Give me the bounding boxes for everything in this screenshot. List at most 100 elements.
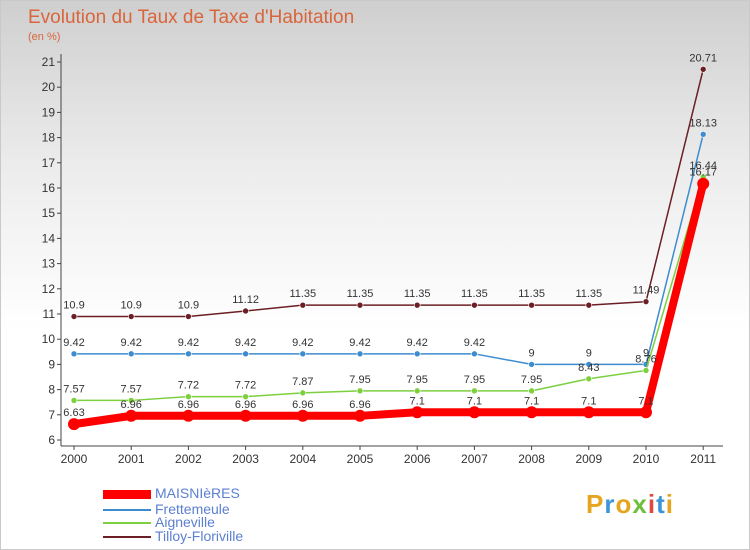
data-point xyxy=(70,313,78,320)
data-point xyxy=(125,409,138,422)
x-tick-label: 2000 xyxy=(61,452,88,466)
legend-label: Aigneville xyxy=(155,514,215,530)
data-point xyxy=(525,406,538,419)
y-tick-label: 10 xyxy=(42,332,56,346)
data-point xyxy=(185,393,192,400)
series-line xyxy=(73,176,704,402)
data-point xyxy=(299,301,307,309)
y-tick-label: 8 xyxy=(48,383,55,397)
data-label: 6.96 xyxy=(349,399,370,411)
data-point xyxy=(471,350,478,358)
y-tick-label: 18 xyxy=(42,131,56,145)
y-tick-label: 15 xyxy=(42,206,56,220)
data-point xyxy=(697,177,710,190)
x-tick-label: 2005 xyxy=(347,452,374,466)
data-label: 6.96 xyxy=(235,399,256,411)
data-point xyxy=(582,406,595,419)
data-label: 11.35 xyxy=(518,288,545,300)
legend-swatch-tilloy-floriville xyxy=(103,536,151,538)
data-point xyxy=(585,301,593,309)
data-point xyxy=(413,387,421,395)
legend-label: Frettemeule xyxy=(155,501,230,517)
x-tick-label: 2008 xyxy=(518,452,545,466)
data-point xyxy=(354,409,366,422)
data-label: 7.1 xyxy=(581,395,596,407)
data-label: 6.96 xyxy=(292,399,313,411)
data-label: 11.35 xyxy=(404,288,431,300)
x-tick-label: 2003 xyxy=(232,452,259,466)
x-tick-label: 2002 xyxy=(175,452,202,466)
data-point xyxy=(411,406,424,419)
data-point xyxy=(471,301,478,309)
logo-letter: P xyxy=(586,489,605,519)
data-label: 16.17 xyxy=(689,167,717,179)
data-label: 9.42 xyxy=(406,337,427,349)
y-tick-label: 19 xyxy=(42,105,56,119)
data-label: 7.95 xyxy=(349,374,370,386)
data-point xyxy=(185,313,192,320)
data-point xyxy=(585,361,593,368)
data-point xyxy=(468,406,481,419)
data-label: 7.57 xyxy=(63,383,84,395)
data-label: 11.12 xyxy=(232,294,259,306)
data-label: 7.1 xyxy=(638,395,653,407)
y-tick-label: 20 xyxy=(42,80,56,94)
data-label: 16.44 xyxy=(689,160,717,172)
data-point xyxy=(296,409,309,422)
series-line xyxy=(73,68,704,318)
data-label: 20.71 xyxy=(689,52,717,64)
data-point xyxy=(356,301,364,309)
data-label: 11.35 xyxy=(289,288,316,300)
data-point xyxy=(528,301,535,309)
data-label: 8.43 xyxy=(578,362,599,374)
legend-swatch-maisnieres xyxy=(103,490,151,499)
y-tick-label: 21 xyxy=(42,55,56,69)
data-point xyxy=(413,350,421,358)
data-label: 7.1 xyxy=(524,395,539,407)
chart-unit-label: (en %) xyxy=(28,31,61,43)
logo-letter: i xyxy=(647,489,657,519)
legend-label: Tilloy-Floriville xyxy=(155,528,244,544)
x-tick-label: 2011 xyxy=(690,452,716,466)
data-point xyxy=(239,409,252,422)
data-point xyxy=(242,307,249,315)
data-point xyxy=(70,350,78,358)
data-label: 11.35 xyxy=(575,288,602,300)
data-point xyxy=(413,301,421,309)
data-label: 7.95 xyxy=(406,374,427,386)
logo-letter: i xyxy=(665,489,674,519)
data-point xyxy=(699,66,707,73)
series-line xyxy=(73,133,704,366)
logo-letter: t xyxy=(656,489,666,519)
data-label: 9.42 xyxy=(292,337,313,349)
data-label: 6.96 xyxy=(120,399,141,411)
data-label: 10.9 xyxy=(178,300,199,312)
data-label: 7.1 xyxy=(410,395,425,407)
legend-swatch-frettemeule xyxy=(103,509,151,511)
data-label: 11.35 xyxy=(461,288,488,300)
legend-label: MAISNIèRES xyxy=(155,485,240,501)
data-label: 11.35 xyxy=(347,288,374,300)
y-tick-label: 16 xyxy=(42,181,56,195)
x-tick-label: 2001 xyxy=(118,452,145,466)
x-tick-label: 2006 xyxy=(404,452,431,466)
data-label: 7.72 xyxy=(178,380,199,392)
data-point xyxy=(356,387,364,395)
data-label: 7.72 xyxy=(235,380,256,392)
data-label: 7.95 xyxy=(464,374,485,386)
x-tick-label: 2010 xyxy=(633,452,660,466)
data-label: 7.1 xyxy=(467,395,482,407)
data-point xyxy=(528,361,535,368)
data-point xyxy=(127,397,135,404)
y-tick-label: 12 xyxy=(42,282,56,296)
data-point xyxy=(70,397,78,404)
data-point xyxy=(127,350,135,358)
data-label: 9.42 xyxy=(235,337,256,349)
data-label: 7.57 xyxy=(120,383,141,395)
y-tick-label: 17 xyxy=(42,156,56,170)
data-point xyxy=(699,131,707,138)
data-point xyxy=(642,367,650,374)
data-label: 9.42 xyxy=(464,337,485,349)
